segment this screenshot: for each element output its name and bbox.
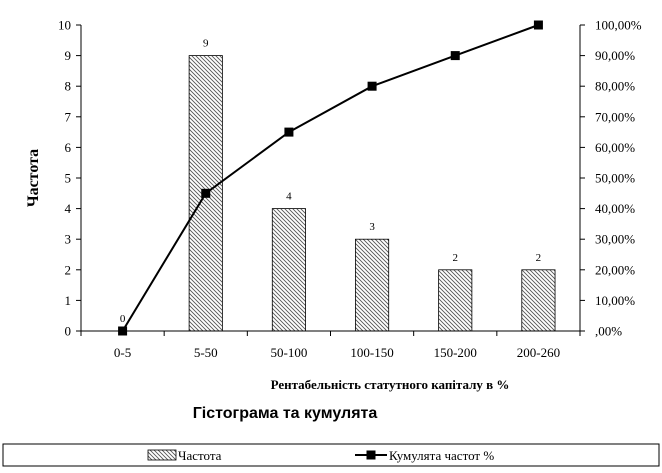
- legend: Частота Кумулята частот %: [2, 443, 660, 467]
- bar-data-labels: 0 9 4 3 2 2: [120, 38, 541, 325]
- x-tick-label: 50-100: [270, 345, 307, 360]
- cumulative-point: [118, 326, 128, 336]
- left-tick-label: 4: [65, 201, 72, 216]
- right-tick-label: 20,00%: [595, 262, 635, 277]
- cumulative-point: [284, 127, 294, 137]
- cumulative-point: [201, 188, 211, 198]
- right-tick-label: 60,00%: [595, 140, 635, 155]
- left-tick-label: 3: [65, 232, 72, 247]
- cumulative-point: [533, 20, 543, 30]
- right-tick-label: 50,00%: [595, 171, 635, 186]
- bar-data-label: 9: [203, 38, 209, 50]
- bar: [355, 238, 390, 332]
- bar-data-label: 2: [453, 252, 459, 264]
- x-tick-label: 150-200: [434, 345, 477, 360]
- bar-data-label: 2: [536, 252, 542, 264]
- x-tick-label: 5-50: [194, 345, 218, 360]
- left-tick-label: 8: [65, 79, 72, 94]
- x-tick-label: 100-150: [350, 345, 393, 360]
- right-tick-label: 70,00%: [595, 109, 635, 124]
- x-tick-label: 200-260: [517, 345, 560, 360]
- right-tick-label: ,00%: [595, 324, 622, 339]
- right-tick-label: 10,00%: [595, 293, 635, 308]
- x-axis-label: Рентабельність статутного капіталу в %: [271, 377, 510, 392]
- left-tick-label: 0: [65, 324, 72, 339]
- axes: [80, 25, 581, 332]
- left-tick-label: 5: [65, 171, 72, 186]
- legend-line-marker: [366, 450, 376, 460]
- left-axis-ticks: 0 1 2 3 4 5 6 7 8 9 10: [58, 18, 81, 339]
- left-tick-label: 7: [65, 109, 72, 124]
- left-tick-label: 9: [65, 48, 72, 63]
- bars: [188, 55, 556, 332]
- cumulative-line-series: [118, 20, 543, 336]
- left-tick-label: 2: [65, 262, 72, 277]
- cumulative-point: [367, 81, 377, 91]
- right-tick-label: 80,00%: [595, 79, 635, 94]
- cumulative-point: [450, 51, 460, 61]
- cumulative-line: [121, 24, 539, 332]
- right-axis-ticks: ,00% 10,00% 20,00% 30,00% 40,00% 50,00% 60,00%…: [580, 18, 642, 339]
- x-axis-ticks: 0-5 5-50 50-100 100-150 150-200 200-260: [80, 331, 581, 360]
- right-tick-label: 90,00%: [595, 48, 635, 63]
- bar: [271, 208, 306, 332]
- bar: [521, 269, 556, 332]
- x-tick-label: 0-5: [114, 345, 131, 360]
- chart-title: Гістограма та кумулята: [193, 405, 378, 422]
- bar: [438, 269, 473, 332]
- left-tick-label: 6: [65, 140, 72, 155]
- legend-line-label: Кумулята частот %: [389, 448, 494, 463]
- left-tick-label: 10: [58, 18, 71, 33]
- right-tick-label: 40,00%: [595, 201, 635, 216]
- right-tick-label: 100,00%: [595, 18, 642, 33]
- bar-data-label: 4: [286, 191, 292, 203]
- y-axis-label: Частота: [25, 149, 42, 207]
- bar-data-label: 3: [369, 221, 375, 233]
- right-tick-label: 30,00%: [595, 232, 635, 247]
- legend-border: [2, 443, 660, 467]
- legend-bar-label: Частота: [178, 448, 222, 463]
- legend-bar-swatch: [147, 449, 177, 461]
- bar-data-label: 0: [120, 313, 126, 325]
- left-tick-label: 1: [65, 293, 72, 308]
